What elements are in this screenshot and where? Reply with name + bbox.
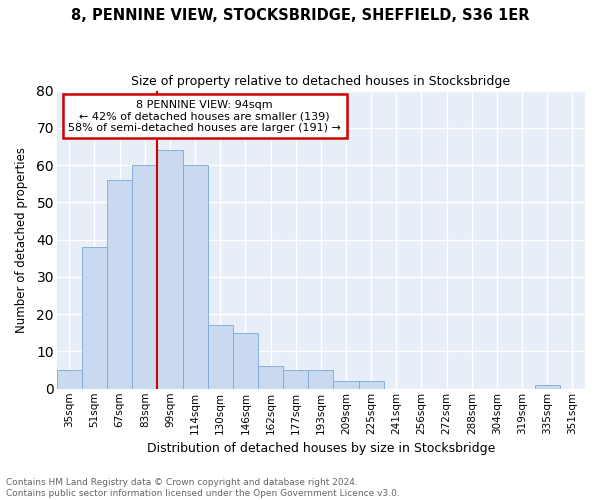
Bar — [258, 366, 283, 389]
Bar — [132, 165, 157, 389]
Bar — [208, 326, 233, 389]
Bar — [107, 180, 132, 389]
Text: Contains HM Land Registry data © Crown copyright and database right 2024.
Contai: Contains HM Land Registry data © Crown c… — [6, 478, 400, 498]
Bar — [359, 382, 384, 389]
Bar — [157, 150, 182, 389]
Bar — [334, 382, 359, 389]
Bar — [82, 247, 107, 389]
Bar — [57, 370, 82, 389]
Bar — [182, 165, 208, 389]
X-axis label: Distribution of detached houses by size in Stocksbridge: Distribution of detached houses by size … — [146, 442, 495, 455]
Text: 8 PENNINE VIEW: 94sqm
← 42% of detached houses are smaller (139)
58% of semi-det: 8 PENNINE VIEW: 94sqm ← 42% of detached … — [68, 100, 341, 132]
Text: 8, PENNINE VIEW, STOCKSBRIDGE, SHEFFIELD, S36 1ER: 8, PENNINE VIEW, STOCKSBRIDGE, SHEFFIELD… — [71, 8, 529, 22]
Bar — [233, 333, 258, 389]
Bar — [308, 370, 334, 389]
Bar — [283, 370, 308, 389]
Y-axis label: Number of detached properties: Number of detached properties — [15, 146, 28, 332]
Bar — [535, 385, 560, 389]
Title: Size of property relative to detached houses in Stocksbridge: Size of property relative to detached ho… — [131, 75, 511, 88]
